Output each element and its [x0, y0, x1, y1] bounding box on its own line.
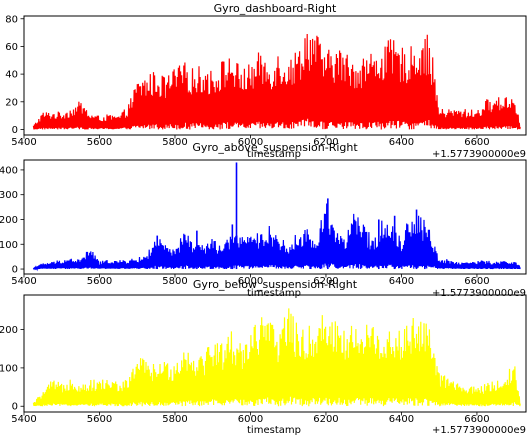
chart-title: Gyro_below_suspension-Right: [193, 278, 358, 291]
y-tick-label: 60: [5, 42, 18, 53]
y-tick-label: 100: [0, 363, 18, 374]
x-tick-label: 6000: [238, 276, 263, 287]
chart-title: Gyro_above_suspension-Right: [192, 141, 358, 154]
x-tick-label: 6000: [238, 137, 263, 148]
y-tick-label: 200: [0, 215, 18, 226]
x-tick-label: 6200: [313, 414, 338, 425]
y-tick-label: 400: [0, 165, 18, 176]
x-tick-label: 6200: [313, 276, 338, 287]
x-tick-label: 5800: [162, 137, 187, 148]
y-tick-label: 0: [12, 125, 18, 136]
plot-frame: [23, 159, 527, 275]
y-tick-label: 40: [5, 70, 18, 81]
x-tick-label: 6600: [464, 137, 489, 148]
x-tick-label: 6400: [389, 276, 414, 287]
chart-panel-1: Gyro_dashboard-Right 5400 5600 5800 6000 6200…: [5, 2, 527, 160]
y-tick-label: 20: [5, 97, 18, 108]
x-tick-label: 6000: [238, 414, 263, 425]
chart-panel-2: Gyro_above_suspension-Right 5400 5600 5800 6…: [0, 141, 527, 299]
plot-frame: [23, 15, 527, 136]
x-axis-label: timestamp: [247, 425, 301, 436]
x-tick-label: 5800: [162, 414, 187, 425]
x-tick-label: 5600: [87, 137, 112, 148]
x-tick-label: 6200: [313, 137, 338, 148]
y-tick-label: 100: [0, 240, 18, 251]
x-axis-label: timestamp: [247, 288, 301, 299]
x-tick-label: 6400: [389, 137, 414, 148]
y-tick-label: 0: [12, 265, 18, 276]
x-tick-label: 5600: [87, 414, 112, 425]
x-tick-label: 5400: [11, 276, 36, 287]
x-tick-label: 5400: [11, 137, 36, 148]
chart-title: Gyro_dashboard-Right: [214, 2, 337, 15]
x-tick-label: 6400: [389, 414, 414, 425]
x-tick-label: 6600: [464, 414, 489, 425]
y-tick-label: 0: [12, 402, 18, 413]
x-tick-label: 5600: [87, 276, 112, 287]
x-axis-label: timestamp: [247, 149, 301, 160]
plot-frame: [23, 294, 527, 413]
y-tick-label: 300: [0, 190, 18, 201]
x-offset-label: +1.5773900000e9: [432, 288, 526, 299]
series-line: [32, 308, 521, 407]
x-offset-label: +1.5773900000e9: [432, 149, 526, 160]
series-line: [32, 203, 521, 272]
x-offset-label: +1.5773900000e9: [432, 425, 526, 436]
y-tick-label: 80: [5, 14, 18, 25]
y-tick-label: 200: [0, 325, 18, 336]
x-tick-label: 6600: [464, 276, 489, 287]
chart-panel-3: Gyro_below_suspension-Right 5400 5600 5800 6…: [0, 278, 527, 436]
x-tick-label: 5400: [11, 414, 36, 425]
x-tick-label: 5800: [162, 276, 187, 287]
series-line: [32, 33, 521, 130]
